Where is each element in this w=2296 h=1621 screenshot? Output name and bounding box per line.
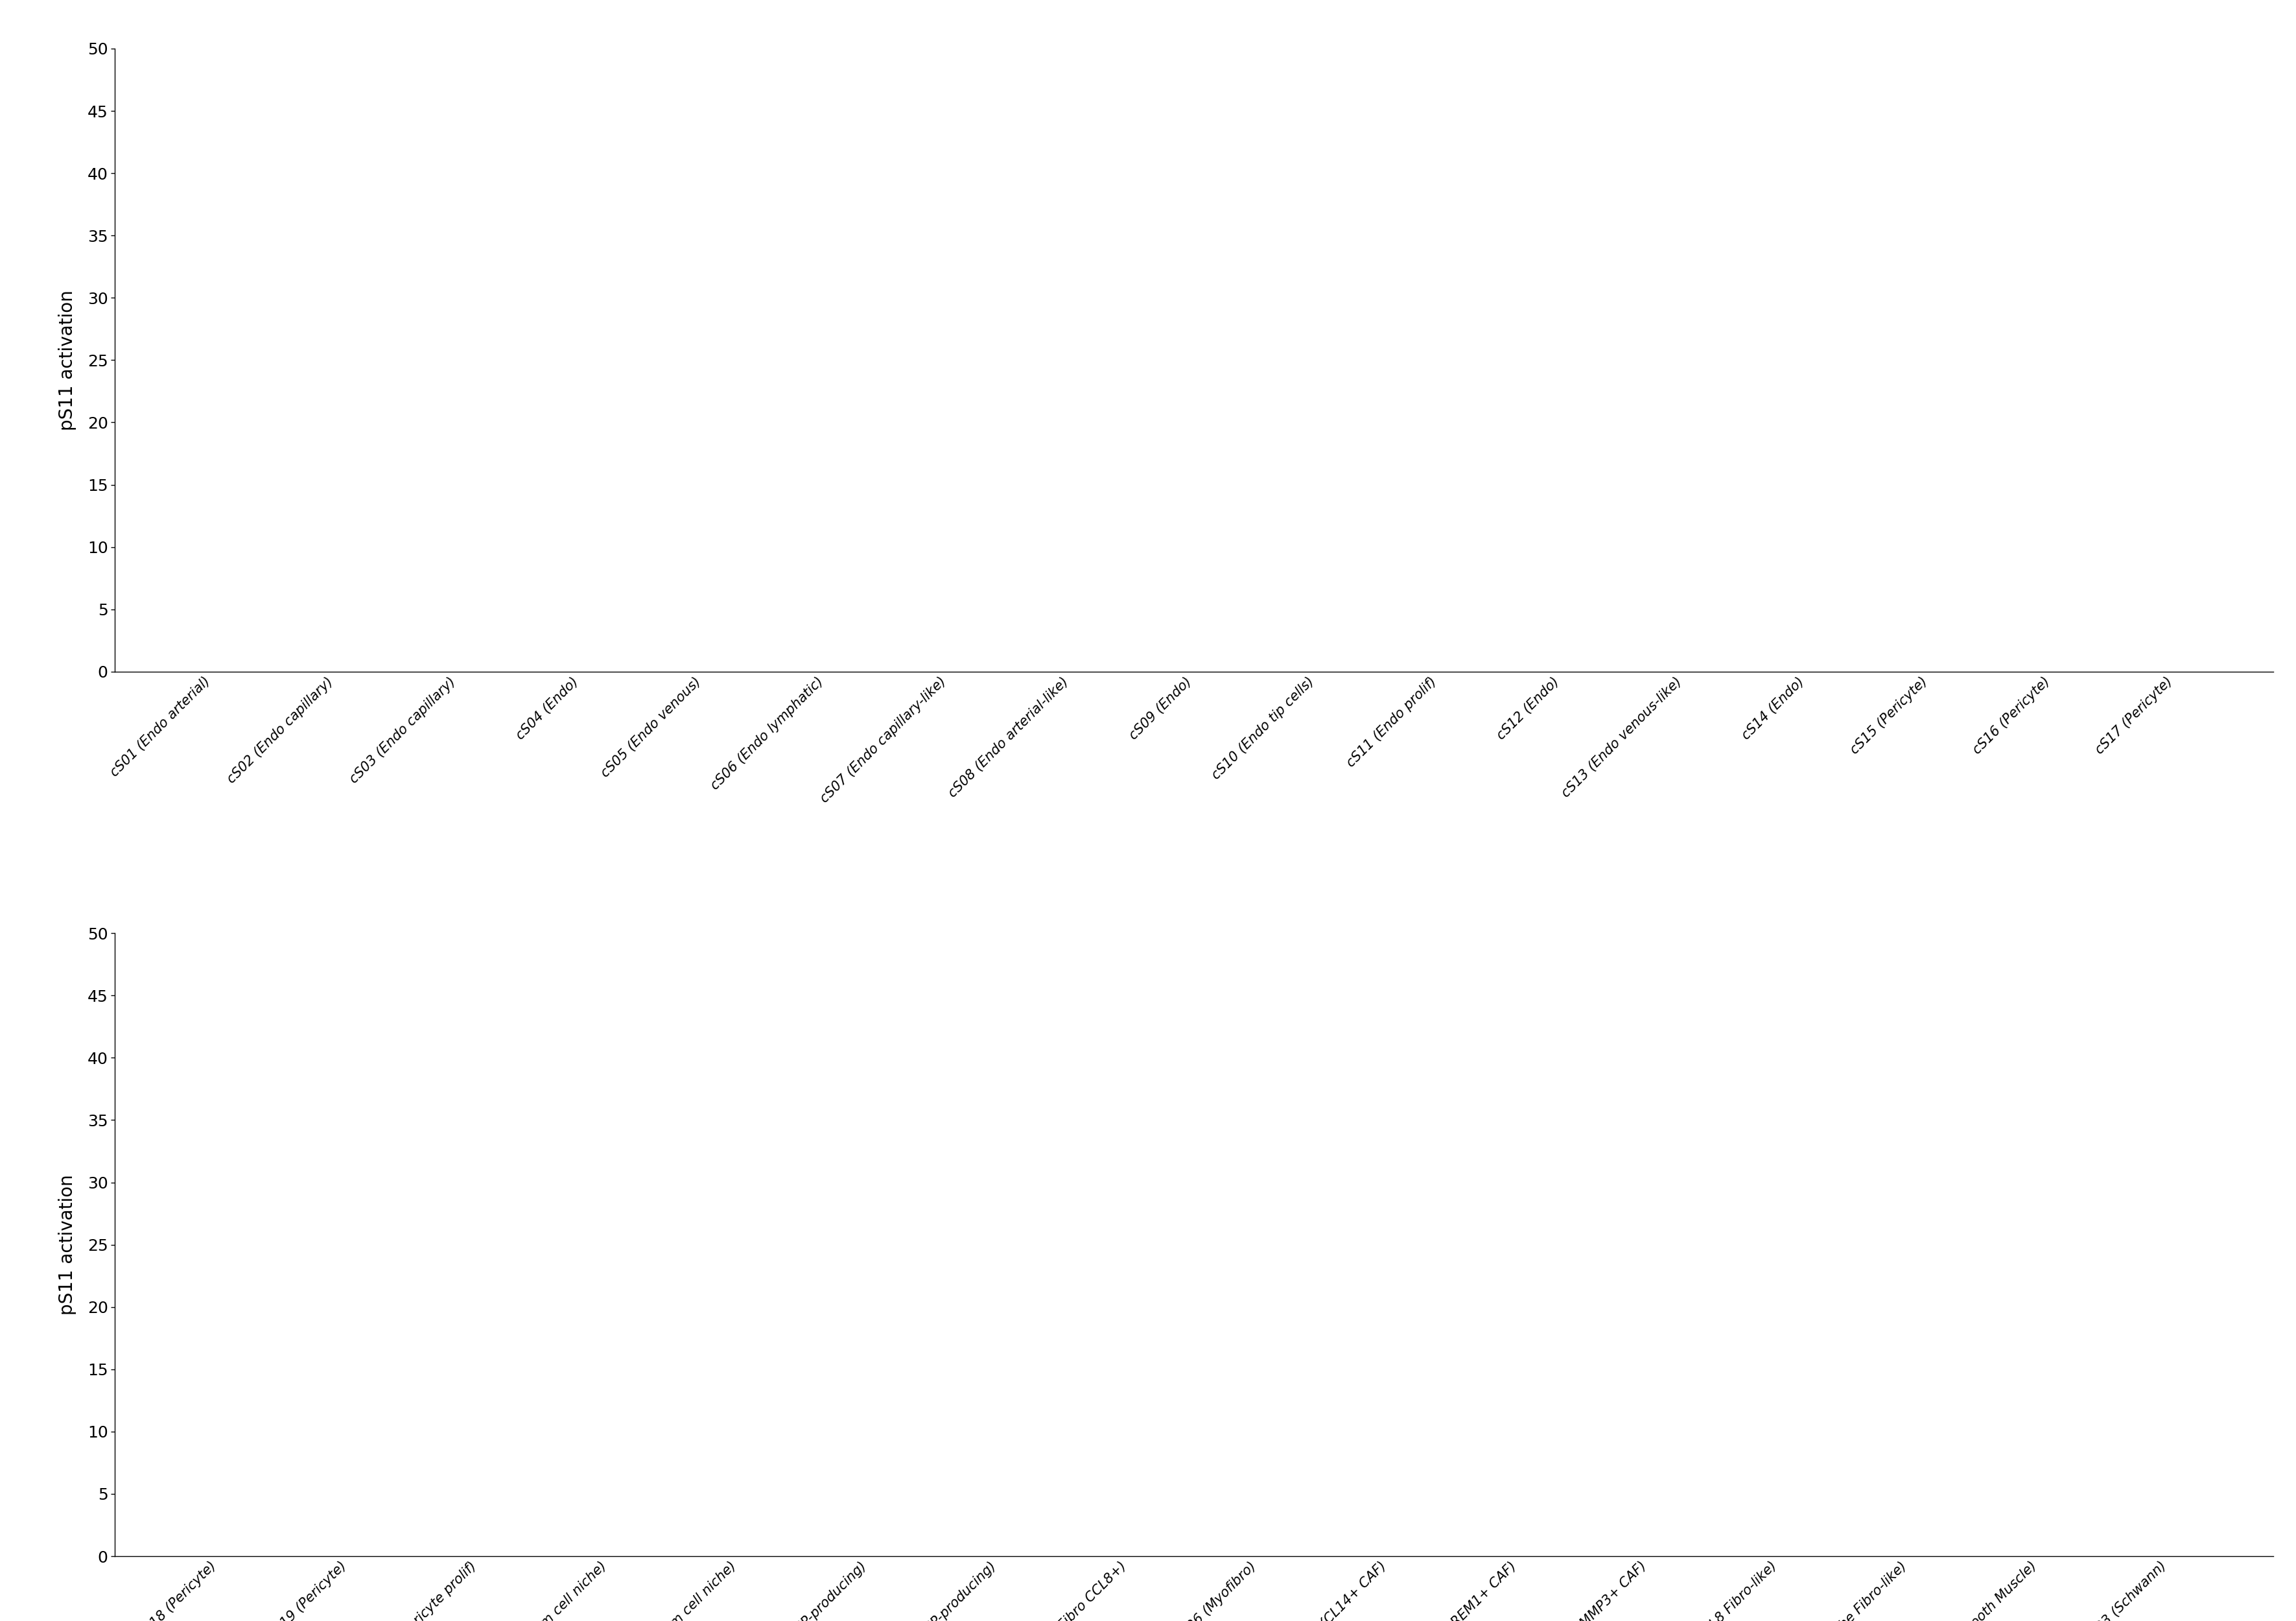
Y-axis label: pS11 activation: pS11 activation [57, 290, 76, 430]
Y-axis label: pS11 activation: pS11 activation [57, 1175, 76, 1315]
